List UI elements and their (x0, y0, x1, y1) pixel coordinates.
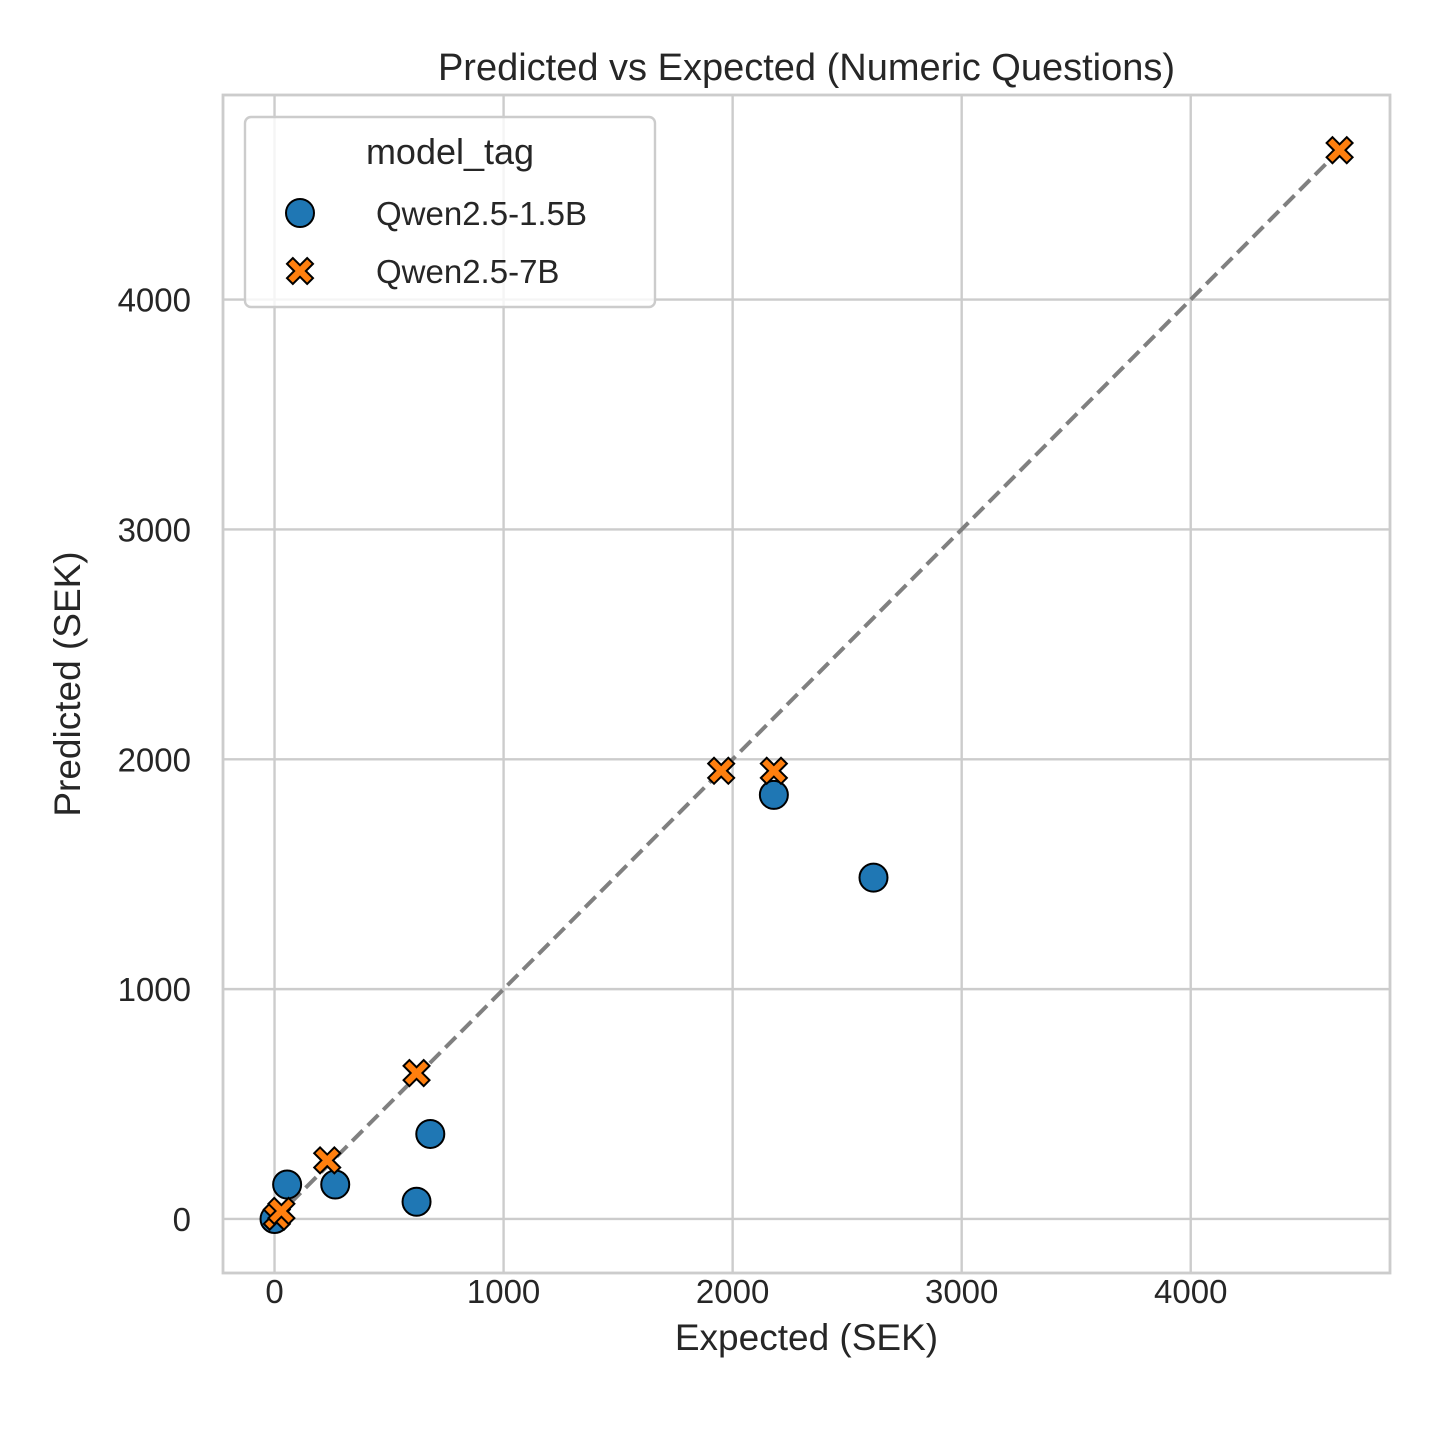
legend-box (243, 115, 657, 309)
scatter-point-x (706, 756, 736, 786)
scatter-point-x (759, 756, 789, 786)
y-tick-label: 3000 (118, 511, 191, 548)
chart-title: Predicted vs Expected (Numeric Questions… (438, 47, 1175, 89)
x-axis-label: Expected (SEK) (675, 1317, 938, 1358)
scatter-point (320, 1169, 351, 1200)
scatter-point-x (312, 1145, 342, 1175)
y-axis-label: Predicted (SEK) (47, 551, 88, 816)
reference-line-layer (273, 148, 1342, 1221)
scatter-point (415, 1118, 446, 1149)
x-tick-label: 3000 (925, 1273, 998, 1310)
x-tick-label: 1000 (467, 1273, 540, 1310)
scatter-point-x (402, 1058, 431, 1088)
scatter-point (401, 1186, 432, 1217)
y-tick-label: 0 (173, 1201, 191, 1238)
scatter-point (272, 1169, 303, 1200)
x-tick-label: 4000 (1154, 1273, 1227, 1310)
y-tick-label: 2000 (118, 741, 191, 778)
legend-marker (285, 256, 315, 286)
legend-marker (285, 198, 315, 228)
y-tick-label: 4000 (118, 282, 191, 319)
tick-labels: 0 1000 2000 3000 4000 0 1000 2000 3000 4000 (118, 282, 1228, 1310)
y-tick-label: 1000 (118, 971, 191, 1008)
data-points (259, 135, 1355, 1234)
scatter-point-x (1325, 135, 1355, 165)
reference-line (273, 148, 1342, 1221)
x-tick-label: 2000 (696, 1273, 769, 1310)
legend-label: Qwen2.5-1.5B (376, 195, 587, 232)
series-Qwen2.5-1.5B (259, 779, 889, 1234)
x-tick-label: 0 (265, 1273, 283, 1310)
plot-frame (221, 93, 1392, 1275)
legend-label: Qwen2.5-7B (376, 253, 559, 290)
legend: model_tag Qwen2.5-1.5B Qwen2.5-7B (243, 115, 657, 309)
legend-title: model_tag (366, 131, 534, 172)
scatter-point (858, 862, 889, 893)
scatter-point-x (266, 1196, 296, 1226)
series-Qwen2.5-7B (262, 135, 1355, 1232)
scatter-point (758, 779, 789, 810)
